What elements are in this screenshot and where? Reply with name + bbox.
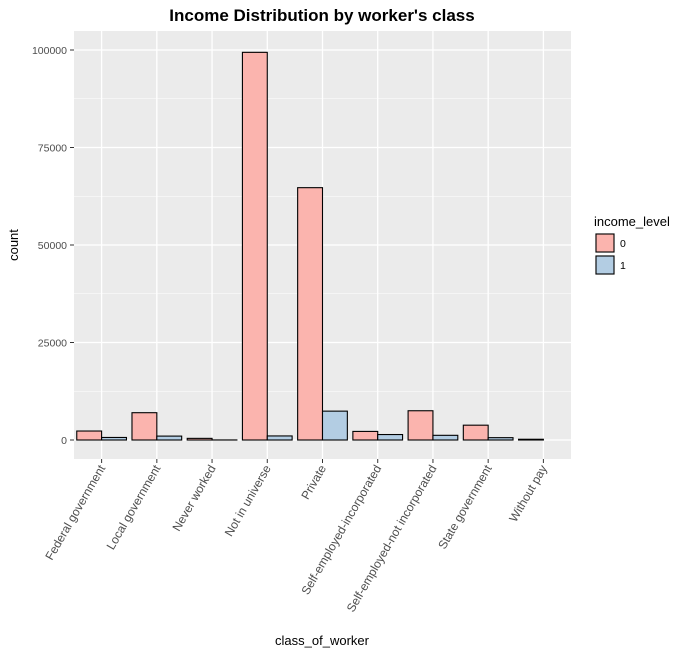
legend-key-1 [595,255,615,275]
legend-title: income_level [594,214,670,229]
y-tick-label: 0 [61,435,67,447]
bar-1 [156,435,183,441]
bar-0 [76,430,103,441]
y-axis-title: count [6,229,21,261]
x-tick-label: State government [435,462,495,552]
x-tick-label: Local government [104,462,164,552]
bar-0 [131,412,158,441]
y-tick-label: 100000 [32,45,67,57]
x-tick-label: Not in universe [222,462,274,539]
legend-label-1: 1 [620,260,626,272]
bar-1 [487,437,514,441]
x-tick-label: Without pay [506,463,550,525]
x-tick-label: Federal government [42,462,108,563]
bar-0 [297,187,324,441]
legend-label-0: 0 [620,238,626,250]
bar-0 [186,437,213,441]
y-axis: 0 25000 50000 75000 100000 [32,45,74,447]
bar-0 [352,430,379,441]
legend: income_level 0 1 [594,214,670,275]
bar-1 [266,435,293,441]
chart-title: Income Distribution by worker's class [169,6,474,25]
bars [76,51,544,441]
x-tick-label: Private [298,462,329,502]
bar-0 [517,438,544,441]
bar-1 [101,436,128,441]
x-axis-title: class_of_worker [275,633,370,648]
y-tick-label: 75000 [38,143,67,155]
bar-1 [321,410,348,441]
bar-0 [407,410,434,441]
bar-1 [432,434,459,441]
y-tick-label: 25000 [38,338,67,350]
x-tick-label: Never worked [170,463,219,534]
bar-1 [377,433,404,441]
y-tick-label: 50000 [38,240,67,252]
bar-0 [241,51,268,441]
legend-key-0 [595,233,615,253]
bar-0 [462,424,489,441]
